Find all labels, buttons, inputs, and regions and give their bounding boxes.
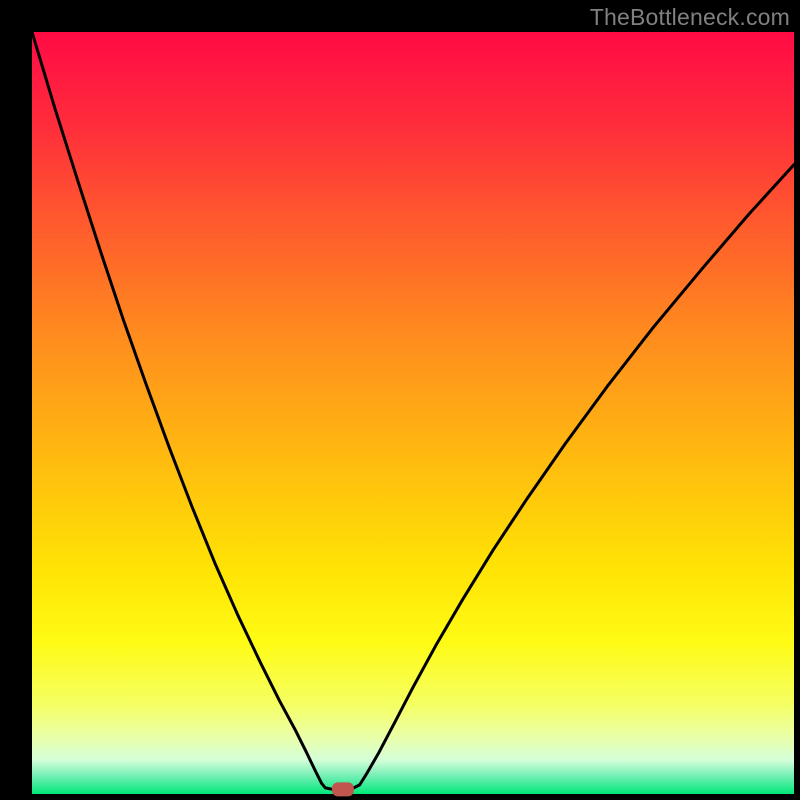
minimum-marker — [332, 782, 354, 796]
chart-frame: TheBottleneck.com — [0, 0, 800, 800]
bottleneck-chart — [0, 0, 800, 800]
plot-background — [32, 32, 794, 794]
watermark-text: TheBottleneck.com — [590, 4, 790, 31]
